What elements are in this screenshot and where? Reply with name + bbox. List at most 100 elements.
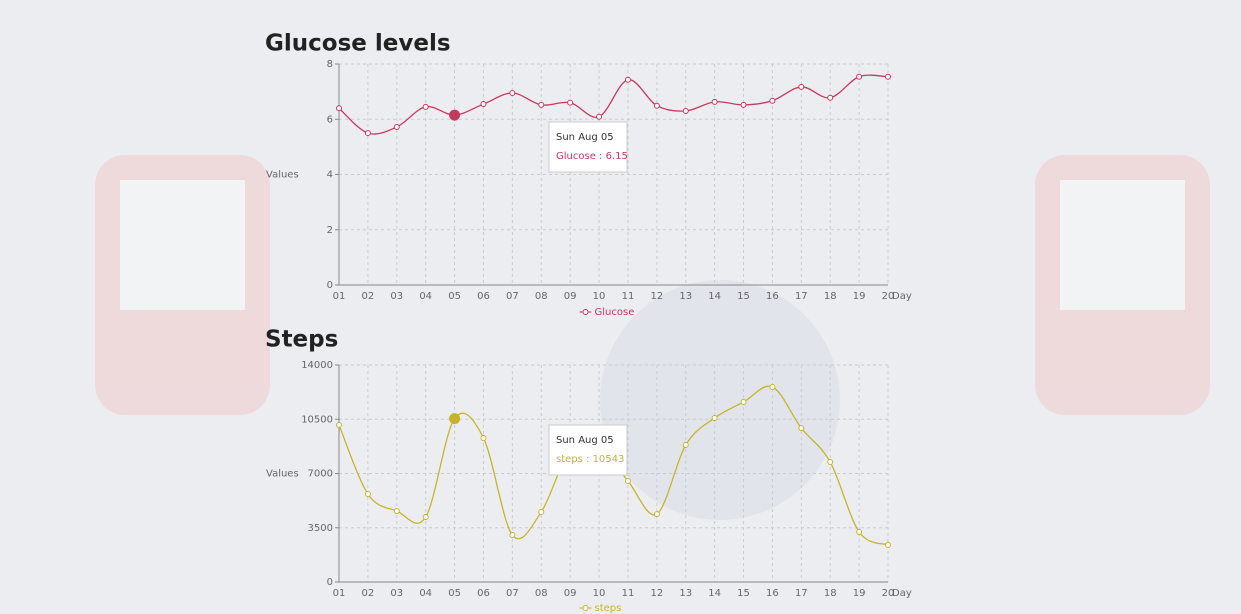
- data-point: [798, 83, 805, 90]
- data-point: [827, 94, 834, 101]
- data-point: [393, 123, 400, 130]
- data-point: [740, 101, 747, 108]
- chart-title: Steps: [265, 327, 338, 353]
- data-point: [856, 528, 863, 535]
- x-tick-label: 12: [650, 588, 663, 599]
- x-tick-label: 17: [795, 291, 808, 302]
- data-point: [567, 99, 574, 106]
- data-point: [624, 76, 631, 83]
- x-tick-label: 07: [506, 588, 519, 599]
- data-point: [885, 73, 891, 80]
- x-tick-label: 02: [362, 588, 375, 599]
- tooltip-date: Sun Aug 05: [556, 132, 614, 143]
- data-point: [769, 384, 776, 391]
- x-tick-label: 15: [737, 588, 750, 599]
- data-point: [538, 101, 545, 108]
- x-tick-label: 11: [622, 588, 635, 599]
- x-tick-label: 16: [766, 588, 779, 599]
- data-point: [364, 490, 371, 497]
- data-point: [798, 425, 805, 432]
- x-tick-label: 11: [622, 291, 635, 302]
- x-tick-label: 18: [824, 291, 837, 302]
- y-tick-label: 7000: [308, 469, 333, 480]
- data-point: [624, 477, 631, 484]
- data-point: [769, 97, 776, 104]
- x-axis-label: Day: [892, 291, 912, 302]
- x-tick-label: 10: [593, 588, 606, 599]
- data-point: [509, 90, 516, 97]
- legend-marker: [582, 605, 589, 611]
- x-tick-label: 06: [477, 588, 490, 599]
- data-point: [711, 415, 718, 422]
- y-tick-label: 2: [327, 225, 333, 236]
- data-point: [653, 511, 660, 518]
- x-tick-label: 20: [882, 588, 895, 599]
- data-point: [885, 541, 891, 548]
- x-tick-label: 05: [448, 291, 461, 302]
- data-point: [422, 514, 429, 521]
- x-tick-label: 19: [853, 291, 866, 302]
- x-tick-label: 04: [419, 588, 432, 599]
- x-tick-label: 01: [333, 291, 346, 302]
- data-point: [711, 98, 718, 105]
- x-tick-label: 10: [593, 291, 606, 302]
- legend-marker: [582, 309, 589, 315]
- x-tick-label: 19: [853, 588, 866, 599]
- data-point: [653, 102, 660, 109]
- data-point: [827, 459, 834, 466]
- y-axis-label: Values: [266, 469, 299, 480]
- x-tick-label: 01: [333, 588, 346, 599]
- data-point: [393, 508, 400, 515]
- background-art: [95, 155, 1210, 520]
- data-point: [538, 508, 545, 515]
- x-tick-label: 14: [708, 588, 721, 599]
- tooltip: [548, 424, 628, 476]
- data-point: [336, 105, 342, 112]
- x-tick-label: 13: [679, 291, 692, 302]
- y-tick-label: 8: [327, 59, 333, 70]
- tooltip-value: Glucose : 6.15: [556, 151, 628, 162]
- data-point: [856, 73, 863, 80]
- x-tick-label: 05: [448, 588, 461, 599]
- data-point: [682, 441, 689, 448]
- x-tick-label: 04: [419, 291, 432, 302]
- x-tick-label: 06: [477, 291, 490, 302]
- x-tick-label: 16: [766, 291, 779, 302]
- y-tick-label: 4: [327, 170, 333, 181]
- x-tick-label: 14: [708, 291, 721, 302]
- x-tick-label: 02: [362, 291, 375, 302]
- y-tick-label: 6: [327, 114, 333, 125]
- data-point: [449, 413, 461, 425]
- data-point: [480, 101, 487, 108]
- y-tick-label: 0: [327, 280, 333, 291]
- x-tick-label: 07: [506, 291, 519, 302]
- legend-label: steps: [595, 603, 622, 614]
- data-point: [422, 103, 429, 110]
- data-point: [449, 109, 461, 121]
- data-point: [364, 130, 371, 137]
- x-tick-label: 08: [535, 588, 548, 599]
- x-tick-label: 03: [390, 291, 403, 302]
- x-tick-label: 09: [564, 291, 577, 302]
- x-tick-label: 03: [390, 588, 403, 599]
- x-tick-label: 09: [564, 588, 577, 599]
- tooltip-value: steps : 10543: [556, 454, 624, 465]
- legend-label: Glucose: [595, 307, 635, 318]
- y-tick-label: 14000: [301, 360, 333, 371]
- tooltip: [548, 121, 628, 173]
- data-point: [480, 435, 487, 442]
- data-point: [509, 532, 516, 539]
- y-axis-label: Values: [266, 170, 299, 181]
- chart-title: Glucose levels: [265, 31, 451, 57]
- y-tick-label: 3500: [308, 523, 333, 534]
- data-point: [682, 107, 689, 114]
- y-tick-label: 10500: [301, 414, 333, 425]
- x-tick-label: 13: [679, 588, 692, 599]
- x-tick-label: 08: [535, 291, 548, 302]
- y-tick-label: 0: [327, 577, 333, 588]
- x-tick-label: 17: [795, 588, 808, 599]
- data-point: [596, 113, 603, 120]
- data-point: [336, 421, 342, 428]
- tooltip-date: Sun Aug 05: [556, 435, 614, 446]
